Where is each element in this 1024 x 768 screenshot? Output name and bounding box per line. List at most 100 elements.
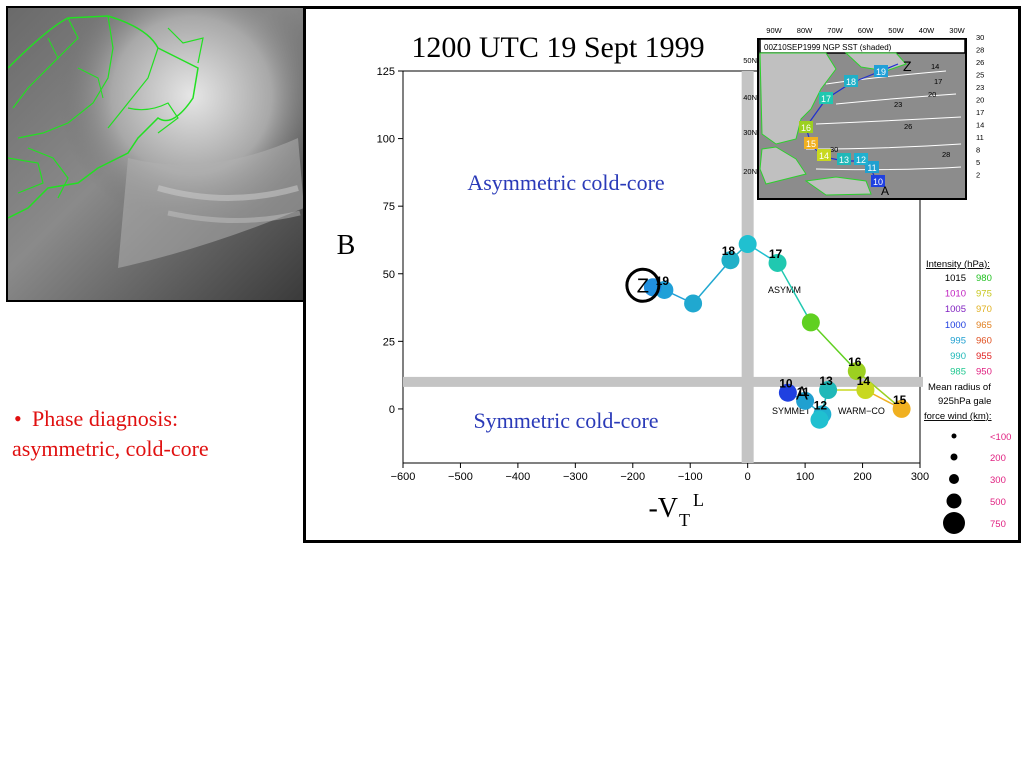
phase-diagram-chart: −600 −500 −400 −300 −200 −100 0 100 200 300025507… xyxy=(337,26,1011,534)
inset-lat-label: 30N xyxy=(743,128,757,137)
chart-title: 1200 UTC 19 Sept 1999 xyxy=(411,31,704,64)
track-point-label: 11 xyxy=(797,385,810,399)
inset-track-marker xyxy=(799,121,813,133)
track-segment xyxy=(810,321,858,372)
intensity-value: 950 xyxy=(976,367,992,378)
track-point-label: 18 xyxy=(722,244,736,258)
inset-contour-label: 14 xyxy=(931,62,939,71)
intensity-value: 1010 xyxy=(945,289,966,300)
inset-lon-label: 80W xyxy=(797,26,813,35)
inset-track-label: 11 xyxy=(867,163,876,173)
inset-contour-label: 23 xyxy=(894,100,902,109)
inset-lat-labels: 50N 40N 30N 20N xyxy=(743,56,757,176)
track-point xyxy=(847,362,866,381)
intensity-value: 970 xyxy=(976,304,992,315)
inset-lon-label: 70W xyxy=(827,26,843,35)
inset-track-marker xyxy=(854,153,868,165)
radius-legend-dot xyxy=(946,493,962,509)
track-point-label: 16 xyxy=(848,355,862,369)
inset-lon-labels: 90W 80W 70W 60W 50W 40W 30W xyxy=(766,26,965,35)
track-segment xyxy=(692,259,732,304)
inset-contour-line xyxy=(815,166,962,171)
inset-north-america-land xyxy=(759,52,837,145)
intensity-value: 1000 xyxy=(945,320,966,331)
inset-sst-scale-label: 11 xyxy=(976,133,984,142)
inset-sst-scale: 30 28 26 25 23 20 17 14 11 8 5 2 xyxy=(976,33,984,180)
inset-track-marker xyxy=(865,161,879,173)
end-marker-circle xyxy=(625,267,661,303)
inset-contour-line xyxy=(805,143,962,150)
inset-contour-label: 20 xyxy=(928,90,936,99)
inset-z-marker: Z xyxy=(903,58,912,74)
radius-legend-value: 750 xyxy=(990,519,1006,530)
intensity-value: 980 xyxy=(976,273,992,284)
y-tick-label: 50 xyxy=(383,269,395,281)
intensity-value: 995 xyxy=(950,335,966,346)
inset-contour-line xyxy=(835,93,957,105)
inset-track-marker xyxy=(819,92,833,104)
zero-x-bar xyxy=(741,71,754,463)
inset-sst-scale-label: 8 xyxy=(976,146,980,155)
track-point xyxy=(684,294,703,313)
radius-legend-value: 200 xyxy=(990,453,1006,464)
inset-sst-scale-label: 2 xyxy=(976,171,980,180)
bullet-line-1: Phase diagnosis: xyxy=(32,406,179,431)
inset-track-label: 14 xyxy=(819,151,829,161)
intensity-value: 975 xyxy=(976,289,992,300)
x-tick-label: −500 xyxy=(448,471,473,483)
inset-track-label: 19 xyxy=(876,67,886,77)
x-tick-label: 200 xyxy=(853,471,871,483)
radius-legend-title-3: force wind (km): xyxy=(924,411,992,422)
inset-map-header: 00Z10SEP1999 NGP SST (shaded) xyxy=(764,43,892,52)
track-point xyxy=(801,313,820,332)
track-point xyxy=(768,253,787,272)
x-tick-label: 0 xyxy=(745,471,751,483)
x-tick-label: 100 xyxy=(796,471,814,483)
end-marker-z: Z xyxy=(625,267,661,303)
radius-legend-dot xyxy=(943,512,965,534)
inset-sst-scale-label: 17 xyxy=(976,108,984,117)
radius-legend-value: 500 xyxy=(990,497,1006,508)
symmetric-label: SYMMET xyxy=(772,406,811,416)
inset-gulf-coast-land xyxy=(759,146,807,185)
track-point xyxy=(721,251,740,270)
inset-sst-scale-label: 26 xyxy=(976,58,984,67)
track-point xyxy=(810,410,829,429)
y-tick-label: 100 xyxy=(377,134,395,146)
y-axis-label: B xyxy=(337,230,356,261)
inset-lat-label: 50N xyxy=(743,56,757,65)
track-point-label: 17 xyxy=(769,247,783,261)
inset-contour-label: 28 xyxy=(942,150,950,159)
start-marker-letter: A xyxy=(796,384,808,404)
x-axis-label-sup: L xyxy=(693,490,704,510)
inset-contour-line xyxy=(815,116,962,125)
radius-legend-dot xyxy=(950,453,958,461)
intensity-value: 1015 xyxy=(945,273,966,284)
track-point xyxy=(796,391,815,410)
x-tick-label: −300 xyxy=(563,471,588,483)
inset-lon-label: 60W xyxy=(858,26,874,35)
x-tick-label: −600 xyxy=(391,471,416,483)
inset-sst-scale-label: 20 xyxy=(976,96,984,105)
inset-contour-labels: 14 17 20 23 26 28 30 xyxy=(830,62,950,159)
track-segment xyxy=(856,370,903,410)
bullet-line-2: asymmetric, cold-core xyxy=(12,436,209,461)
track-point xyxy=(819,381,838,400)
warm-core-label: WARM−CO xyxy=(838,406,885,416)
x-axis-label-sub: T xyxy=(679,510,690,530)
y-tick-label: 125 xyxy=(377,66,395,78)
x-tick-label: 300 xyxy=(911,471,929,483)
x-tick-label: −400 xyxy=(505,471,530,483)
end-marker-letter: Z xyxy=(637,275,649,297)
y-tick-label: 75 xyxy=(383,201,395,213)
track-point-label: 12 xyxy=(814,398,828,412)
inset-sst-scale-label: 30 xyxy=(976,33,984,42)
inset-contour-label: 26 xyxy=(904,122,912,131)
inset-lat-label: 40N xyxy=(743,93,757,102)
track-point-label: 15 xyxy=(893,393,907,407)
track-point-label: 14 xyxy=(857,374,871,388)
phase-diagnosis-bullet: • Phase diagnosis: asymmetric, cold-core xyxy=(12,404,209,464)
